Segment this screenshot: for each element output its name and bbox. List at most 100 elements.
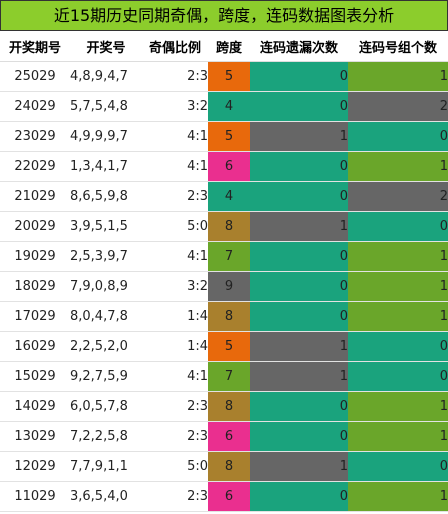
cell-issue: 24029	[0, 91, 70, 122]
cell-miss: 1	[250, 361, 348, 392]
cell-issue: 25029	[0, 61, 70, 92]
cell-miss: 0	[250, 481, 348, 512]
cell-issue: 21029	[0, 181, 70, 212]
cell-group: 1	[348, 391, 448, 422]
cell-ratio: 2:3	[142, 391, 208, 422]
cell-group: 0	[348, 361, 448, 392]
cell-group: 2	[348, 181, 448, 212]
cell-ratio: 4:1	[142, 151, 208, 182]
cell-ratio: 3:2	[142, 91, 208, 122]
table-row: 24029 5,7,5,4,8 3:2 4 0 2	[0, 91, 448, 122]
header-issue: 开奖期号	[0, 31, 70, 62]
cell-issue: 15029	[0, 361, 70, 392]
cell-miss: 0	[250, 61, 348, 92]
table-row: 25029 4,8,9,4,7 2:3 5 0 1	[0, 61, 448, 92]
cell-span: 6	[208, 481, 250, 512]
cell-miss: 1	[250, 451, 348, 482]
cell-ratio: 4:1	[142, 241, 208, 272]
cell-span: 6	[208, 421, 250, 452]
cell-span: 4	[208, 91, 250, 122]
cell-group: 1	[348, 241, 448, 272]
cell-ratio: 2:3	[142, 421, 208, 452]
header-ratio: 奇偶比例	[142, 31, 208, 62]
cell-miss: 0	[250, 241, 348, 272]
table-row: 14029 6,0,5,7,8 2:3 8 0 1	[0, 391, 448, 422]
cell-numbers: 7,2,2,5,8	[70, 421, 142, 452]
cell-ratio: 4:1	[142, 121, 208, 152]
cell-issue: 17029	[0, 301, 70, 332]
cell-ratio: 5:0	[142, 211, 208, 242]
cell-group: 0	[348, 451, 448, 482]
cell-issue: 13029	[0, 421, 70, 452]
cell-group: 1	[348, 151, 448, 182]
cell-span: 8	[208, 451, 250, 482]
cell-span: 9	[208, 271, 250, 302]
header-span: 跨度	[208, 31, 250, 62]
cell-issue: 18029	[0, 271, 70, 302]
cell-numbers: 3,9,5,1,5	[70, 211, 142, 242]
cell-miss: 0	[250, 91, 348, 122]
table-row: 18029 7,9,0,8,9 3:2 9 0 1	[0, 271, 448, 302]
cell-issue: 20029	[0, 211, 70, 242]
data-table: 开奖期号 开奖号 奇偶比例 跨度 连码遗漏次数 连码号组个数 25029 4,8,…	[0, 31, 448, 512]
cell-miss: 0	[250, 391, 348, 422]
cell-span: 7	[208, 241, 250, 272]
cell-ratio: 2:3	[142, 181, 208, 212]
cell-numbers: 4,9,9,9,7	[70, 121, 142, 152]
cell-miss: 0	[250, 271, 348, 302]
cell-span: 8	[208, 391, 250, 422]
cell-issue: 19029	[0, 241, 70, 272]
table-row: 15029 9,2,7,5,9 4:1 7 1 0	[0, 361, 448, 392]
table-row: 20029 3,9,5,1,5 5:0 8 1 0	[0, 211, 448, 242]
cell-ratio: 2:3	[142, 481, 208, 512]
cell-numbers: 7,9,0,8,9	[70, 271, 142, 302]
cell-numbers: 5,7,5,4,8	[70, 91, 142, 122]
table-row: 19029 2,5,3,9,7 4:1 7 0 1	[0, 241, 448, 272]
header-row: 开奖期号 开奖号 奇偶比例 跨度 连码遗漏次数 连码号组个数	[0, 31, 448, 62]
cell-numbers: 7,7,9,1,1	[70, 451, 142, 482]
cell-issue: 16029	[0, 331, 70, 362]
cell-group: 0	[348, 211, 448, 242]
table-row: 17029 8,0,4,7,8 1:4 8 0 1	[0, 301, 448, 332]
cell-miss: 0	[250, 181, 348, 212]
table-row: 12029 7,7,9,1,1 5:0 8 1 0	[0, 451, 448, 482]
cell-group: 1	[348, 271, 448, 302]
cell-numbers: 8,0,4,7,8	[70, 301, 142, 332]
cell-span: 7	[208, 361, 250, 392]
cell-span: 5	[208, 61, 250, 92]
cell-span: 5	[208, 121, 250, 152]
cell-ratio: 2:3	[142, 61, 208, 92]
cell-miss: 1	[250, 211, 348, 242]
cell-span: 6	[208, 151, 250, 182]
table-row: 23029 4,9,9,9,7 4:1 5 1 0	[0, 121, 448, 152]
cell-group: 1	[348, 481, 448, 512]
cell-numbers: 1,3,4,1,7	[70, 151, 142, 182]
cell-issue: 11029	[0, 481, 70, 512]
cell-numbers: 6,0,5,7,8	[70, 391, 142, 422]
cell-span: 8	[208, 211, 250, 242]
cell-miss: 0	[250, 421, 348, 452]
cell-miss: 1	[250, 121, 348, 152]
cell-group: 1	[348, 61, 448, 92]
cell-group: 1	[348, 301, 448, 332]
cell-numbers: 2,5,3,9,7	[70, 241, 142, 272]
cell-numbers: 2,2,5,2,0	[70, 331, 142, 362]
cell-numbers: 3,6,5,4,0	[70, 481, 142, 512]
cell-numbers: 9,2,7,5,9	[70, 361, 142, 392]
cell-ratio: 3:2	[142, 271, 208, 302]
table-row: 21029 8,6,5,9,8 2:3 4 0 2	[0, 181, 448, 212]
table-row: 16029 2,2,5,2,0 1:4 5 1 0	[0, 331, 448, 362]
cell-group: 0	[348, 121, 448, 152]
table-row: 13029 7,2,2,5,8 2:3 6 0 1	[0, 421, 448, 452]
cell-ratio: 1:4	[142, 331, 208, 362]
cell-issue: 22029	[0, 151, 70, 182]
table-row: 22029 1,3,4,1,7 4:1 6 0 1	[0, 151, 448, 182]
cell-ratio: 5:0	[142, 451, 208, 482]
cell-span: 4	[208, 181, 250, 212]
cell-span: 5	[208, 331, 250, 362]
table-row: 11029 3,6,5,4,0 2:3 6 0 1	[0, 481, 448, 512]
header-miss: 连码遗漏次数	[250, 31, 348, 62]
header-numbers: 开奖号	[70, 31, 142, 62]
header-group: 连码号组个数	[348, 31, 448, 62]
